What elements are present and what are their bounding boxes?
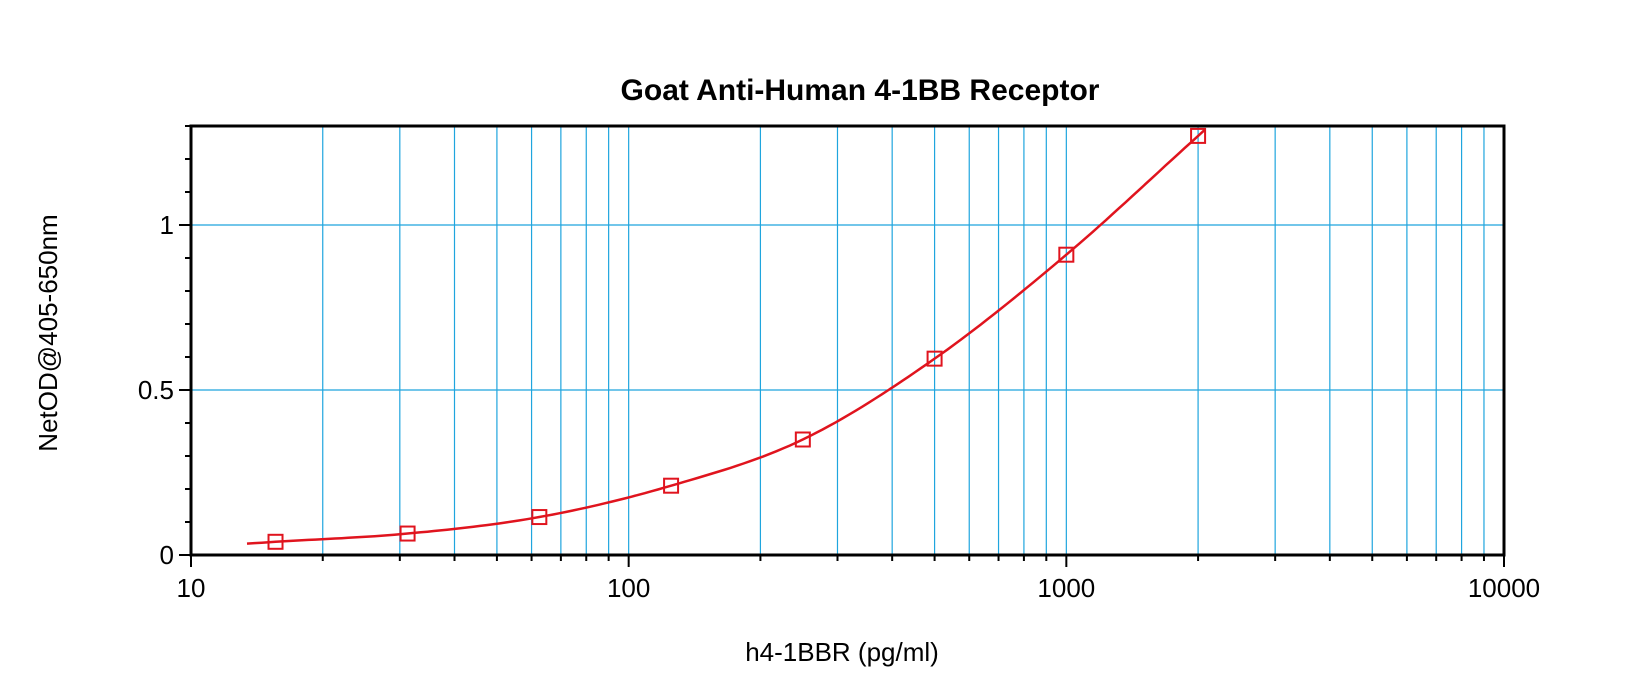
x-tick-label: 10000 [1468, 573, 1540, 603]
data-point-square [794, 431, 811, 448]
data-points [267, 127, 1207, 550]
x-tick-label: 1000 [1037, 573, 1095, 603]
grid [191, 126, 1504, 555]
data-point-square [926, 350, 943, 367]
x-tick-label: 10 [177, 573, 206, 603]
fit-curve [246, 128, 1206, 545]
data-point-square [663, 477, 680, 494]
x-tick-label: 100 [607, 573, 650, 603]
data-point-square [399, 525, 416, 542]
data-point-square [1058, 246, 1075, 263]
chart-title: Goat Anti-Human 4-1BB Receptor [621, 74, 1100, 107]
y-axis-label: NetOD@405-650nm [33, 214, 63, 451]
y-axis-ticks: 00.51 [138, 125, 191, 570]
x-axis-label: h4-1BBR (pg/ml) [745, 637, 939, 667]
data-point-square [531, 509, 548, 526]
y-tick-label: 0 [160, 540, 174, 570]
y-tick-label: 1 [160, 210, 174, 240]
data-point-square [267, 533, 284, 550]
y-tick-label: 0.5 [138, 375, 174, 405]
plot-frame [189, 124, 1506, 557]
data-point-square [1190, 127, 1207, 144]
fit-curve-layer [246, 128, 1206, 545]
x-axis-ticks: 10 100 1000 10000 [177, 555, 1540, 603]
